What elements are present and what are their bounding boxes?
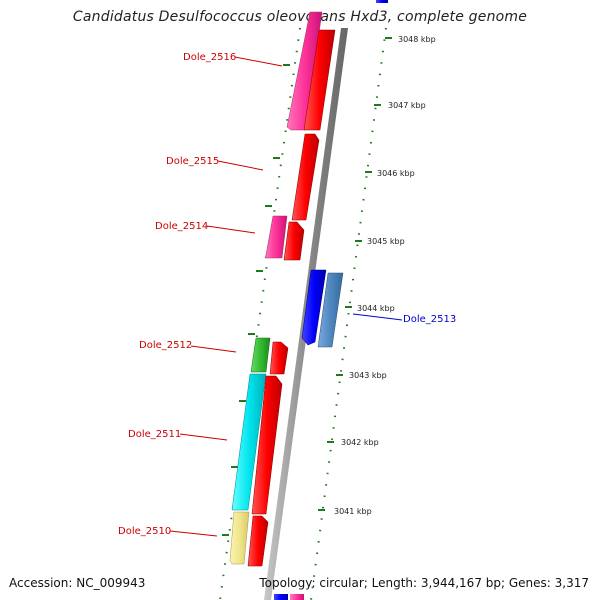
kbp-label: 3041 kbp: [334, 507, 372, 516]
gene-arrow-steel[interactable]: [317, 272, 344, 348]
gene-arrow-dole-2512[interactable]: [250, 337, 271, 373]
gene-label-dole-2516[interactable]: Dole_2516: [183, 52, 236, 63]
cds-arrow-partial-top[interactable]: [376, 0, 388, 3]
gene-arrow-dole-2513[interactable]: [301, 269, 327, 346]
kbp-label: 3045 kbp: [367, 237, 405, 246]
blue-features: [301, 269, 344, 348]
gene-arrow-partial[interactable]: [290, 594, 304, 600]
kbp-label: 3044 kbp: [357, 304, 395, 313]
cds-arrow-3[interactable]: [283, 221, 305, 261]
cds-arrow-partial-bottom[interactable]: [274, 594, 288, 600]
genome-summary-text: Topology: circular; Length: 3,944,167 bp…: [259, 576, 589, 590]
reverse-strand-features: [229, 11, 323, 600]
right-tick-ring: [310, 27, 392, 600]
kbp-label: 3047 kbp: [388, 101, 426, 110]
gene-arrow-dole-2514[interactable]: [264, 215, 288, 259]
gene-arrow-dole-2510[interactable]: [229, 511, 250, 565]
gene-label-dole-2512[interactable]: Dole_2512: [139, 340, 192, 351]
gene-label-dole-2511[interactable]: Dole_2511: [128, 429, 181, 440]
kbp-labels: 3048 kbp 3047 kbp 3046 kbp 3045 kbp 3044…: [334, 35, 436, 516]
kbp-label: 3046 kbp: [377, 169, 415, 178]
kbp-label: 3042 kbp: [341, 438, 379, 447]
cds-arrow-6[interactable]: [247, 515, 269, 567]
gene-label-dole-2515[interactable]: Dole_2515: [166, 156, 219, 167]
leader-lines: [169, 56, 403, 537]
left-tick-ring: [219, 27, 301, 600]
cds-arrow-4[interactable]: [269, 341, 289, 375]
gene-label-dole-2513[interactable]: Dole_2513: [403, 314, 456, 325]
gene-label-dole-2510[interactable]: Dole_2510: [118, 526, 171, 537]
kbp-label: 3043 kbp: [349, 371, 387, 380]
cds-arrow-2[interactable]: [291, 133, 320, 221]
forward-strand-features: [247, 0, 388, 600]
gene-labels: Dole_2516 Dole_2515 Dole_2514 Dole_2513 …: [118, 52, 456, 537]
genome-title: Candidatus Desulfococcus oleovorans Hxd3…: [72, 9, 528, 25]
cds-arrow-5[interactable]: [251, 375, 283, 515]
accession-text: Accession: NC_009943: [9, 576, 146, 590]
kbp-label: 3048 kbp: [398, 35, 436, 44]
gene-label-dole-2514[interactable]: Dole_2514: [155, 221, 208, 232]
gene-arrow-dole-2511[interactable]: [231, 373, 267, 511]
gene-arrow-dole-2516[interactable]: [286, 11, 323, 131]
cds-arrow-1[interactable]: [303, 29, 336, 131]
